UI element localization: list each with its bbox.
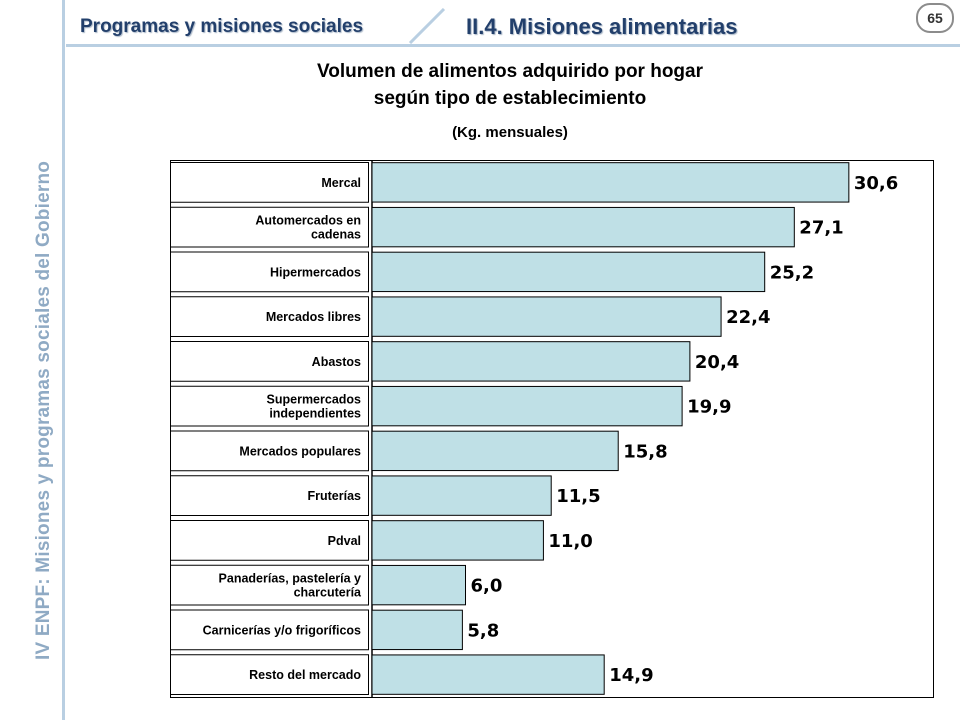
category-label-box — [170, 609, 369, 651]
value-label: 6,0 — [471, 576, 503, 597]
bar — [371, 564, 466, 606]
bar — [371, 520, 544, 561]
value-label: 11,5 — [556, 486, 600, 507]
section-title: Programas y misiones sociales — [80, 16, 364, 37]
category-label: Abastos — [312, 355, 361, 369]
category-label: Panaderías, pastelería y — [219, 572, 361, 586]
category-label-box — [170, 520, 369, 561]
category-label: Resto del mercado — [249, 668, 361, 682]
bar — [371, 251, 766, 293]
side-rule — [62, 0, 65, 720]
category-label-box — [170, 162, 369, 203]
category-label: cadenas — [311, 228, 361, 242]
category-label-box — [170, 564, 369, 606]
value-label: 19,9 — [687, 397, 731, 418]
chart-title-line-1: Volumen de alimentos adquirido por hogar — [316, 61, 703, 82]
category-label: Automercados en — [255, 214, 361, 228]
category-label-box — [170, 475, 369, 516]
category-label: Pdval — [328, 534, 361, 548]
category-label-box — [170, 206, 369, 248]
value-label: 27,1 — [799, 218, 843, 239]
value-label: 20,4 — [695, 352, 739, 373]
category-label: Mercados libres — [266, 310, 361, 324]
bar — [371, 475, 552, 516]
bar — [371, 430, 619, 472]
bar — [371, 206, 795, 248]
category-label: charcutería — [294, 586, 362, 600]
category-label-box — [170, 341, 369, 382]
bar — [371, 385, 683, 427]
page-number-badge: 65 — [916, 3, 954, 33]
bar — [371, 341, 691, 382]
category-label-box — [170, 385, 369, 427]
category-label: Supermercados — [267, 393, 362, 407]
category-label-box — [170, 296, 369, 337]
category-label-box — [170, 251, 369, 293]
value-label: 14,9 — [609, 665, 653, 686]
category-label: Mercal — [321, 176, 361, 190]
value-label: 22,4 — [726, 307, 770, 328]
value-label: 30,6 — [854, 173, 898, 194]
chart-subtitle: (Kg. mensuales) — [452, 124, 568, 141]
category-label: Mercados populares — [239, 444, 361, 458]
category-label-box — [170, 654, 369, 695]
bar — [371, 609, 463, 651]
value-label: 11,0 — [548, 531, 592, 552]
bar — [371, 296, 722, 337]
header-divider-slash — [408, 8, 446, 44]
bar — [371, 654, 605, 695]
chart-title: Volumen de alimentos adquirido por hogar… — [180, 58, 840, 112]
plot-frame — [170, 160, 934, 698]
category-label: Fruterías — [308, 489, 362, 503]
chart-title-line-2: según tipo de establecimiento — [373, 88, 647, 109]
value-label: 15,8 — [623, 441, 667, 462]
bar — [371, 162, 850, 203]
category-label: independientes — [269, 407, 361, 421]
category-label-box — [170, 430, 369, 472]
value-label: 5,8 — [467, 620, 499, 641]
category-label: Carnicerías y/o frigoríficos — [203, 623, 361, 637]
header-rule — [66, 44, 960, 47]
value-label: 25,2 — [770, 262, 814, 283]
category-label: Hipermercados — [270, 265, 361, 279]
subsection-title: II.4. Misiones alimentarias — [466, 14, 738, 39]
